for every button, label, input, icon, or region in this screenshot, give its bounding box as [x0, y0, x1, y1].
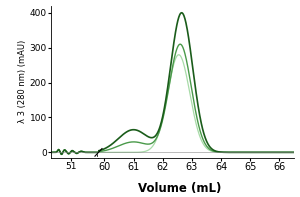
Text: Volume (mL): Volume (mL)	[138, 182, 222, 195]
Y-axis label: λ 3 (280 nm) (mAU): λ 3 (280 nm) (mAU)	[18, 40, 27, 123]
Text: //: //	[99, 138, 106, 148]
